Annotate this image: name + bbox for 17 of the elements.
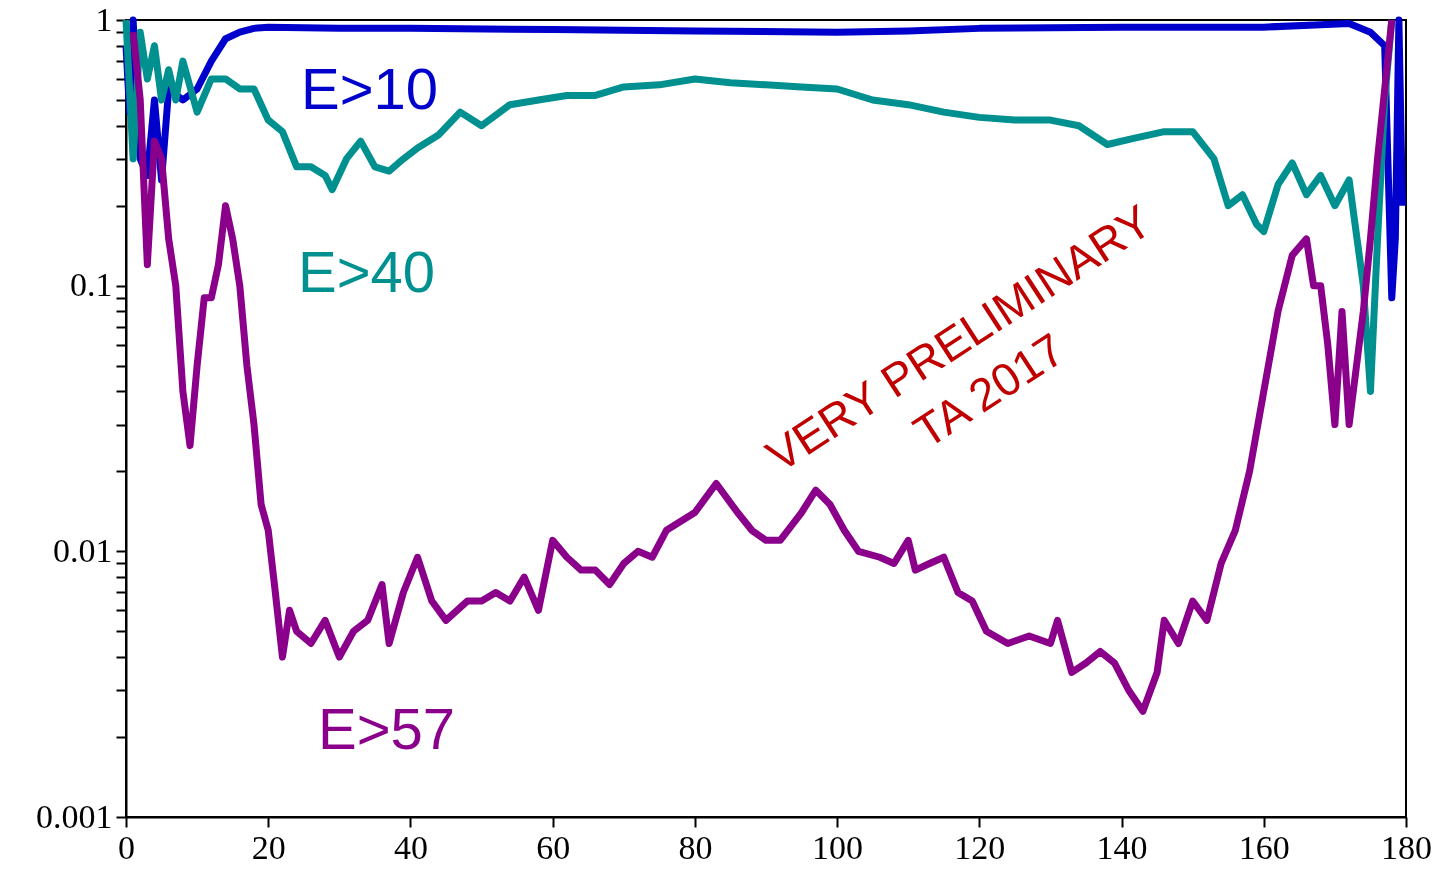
x-tick-label: 100 <box>812 828 864 866</box>
x-tick-label: 120 <box>954 828 1006 866</box>
x-tick-label: 60 <box>536 828 571 866</box>
y-tick-label: 0.01 <box>53 531 113 569</box>
series-label: E>10 <box>301 56 439 121</box>
x-tick-label: 180 <box>1381 828 1432 866</box>
series-label: E>40 <box>298 239 436 304</box>
series-label: E>57 <box>318 696 456 761</box>
y-tick-label: 0.1 <box>70 266 113 304</box>
y-tick-label: 1 <box>95 0 113 38</box>
y-tick-label: 0.001 <box>36 797 113 835</box>
x-tick-label: 140 <box>1096 828 1148 866</box>
x-tick-label: 0 <box>118 828 135 866</box>
x-tick-label: 160 <box>1238 828 1290 866</box>
x-tick-label: 40 <box>393 828 428 866</box>
x-tick-label: 20 <box>251 828 286 866</box>
x-tick-label: 80 <box>678 828 713 866</box>
